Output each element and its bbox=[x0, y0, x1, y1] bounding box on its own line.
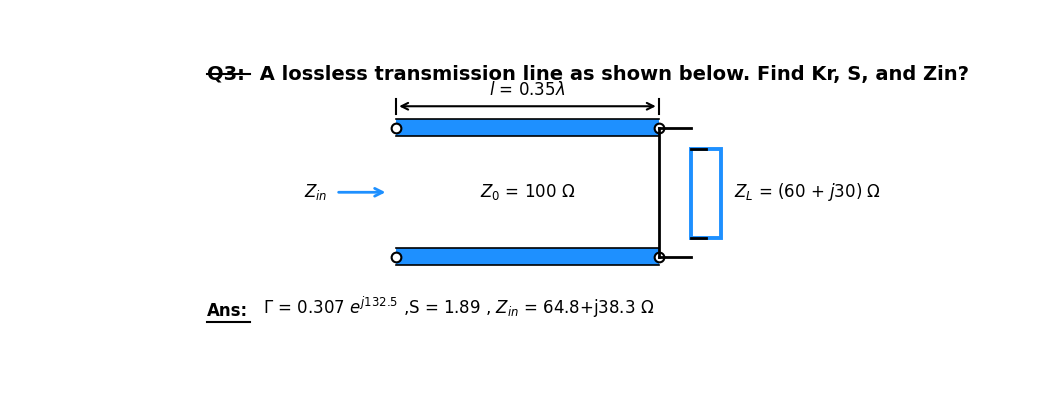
Text: $Z_L$ = (60 + $j$30) $\Omega$: $Z_L$ = (60 + $j$30) $\Omega$ bbox=[734, 181, 881, 203]
Text: Ans:: Ans: bbox=[207, 302, 248, 320]
Bar bbox=[397, 119, 659, 136]
Text: $\it{l}$ = 0.35$\lambda$: $\it{l}$ = 0.35$\lambda$ bbox=[489, 81, 565, 99]
Bar bbox=[397, 248, 659, 265]
Text: A lossless transmission line as shown below. Find Kr, S, and Zin?: A lossless transmission line as shown be… bbox=[253, 65, 969, 84]
Text: Q3:: Q3: bbox=[207, 65, 245, 84]
Bar bbox=[691, 149, 721, 238]
Text: $Z_{in}$: $Z_{in}$ bbox=[304, 182, 328, 202]
Text: $Z_0$ = 100 $\Omega$: $Z_0$ = 100 $\Omega$ bbox=[480, 182, 575, 202]
Text: $\Gamma$ = 0.307 $e^{j132.5}$ ,S = 1.89 , $Z_{in}$ = 64.8+j38.3 $\Omega$: $\Gamma$ = 0.307 $e^{j132.5}$ ,S = 1.89 … bbox=[263, 294, 655, 320]
